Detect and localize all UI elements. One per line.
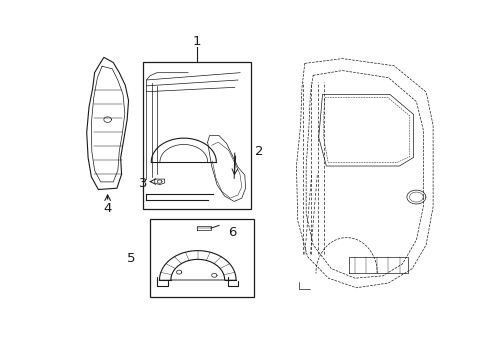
Text: 1: 1 [192, 35, 201, 48]
Text: 3: 3 [139, 177, 147, 190]
Bar [142, 62, 250, 209]
Text: 5: 5 [126, 252, 135, 265]
Text: 6: 6 [228, 226, 236, 239]
Bar [150, 219, 253, 297]
Text: 4: 4 [103, 202, 112, 215]
Text: 2: 2 [254, 145, 263, 158]
